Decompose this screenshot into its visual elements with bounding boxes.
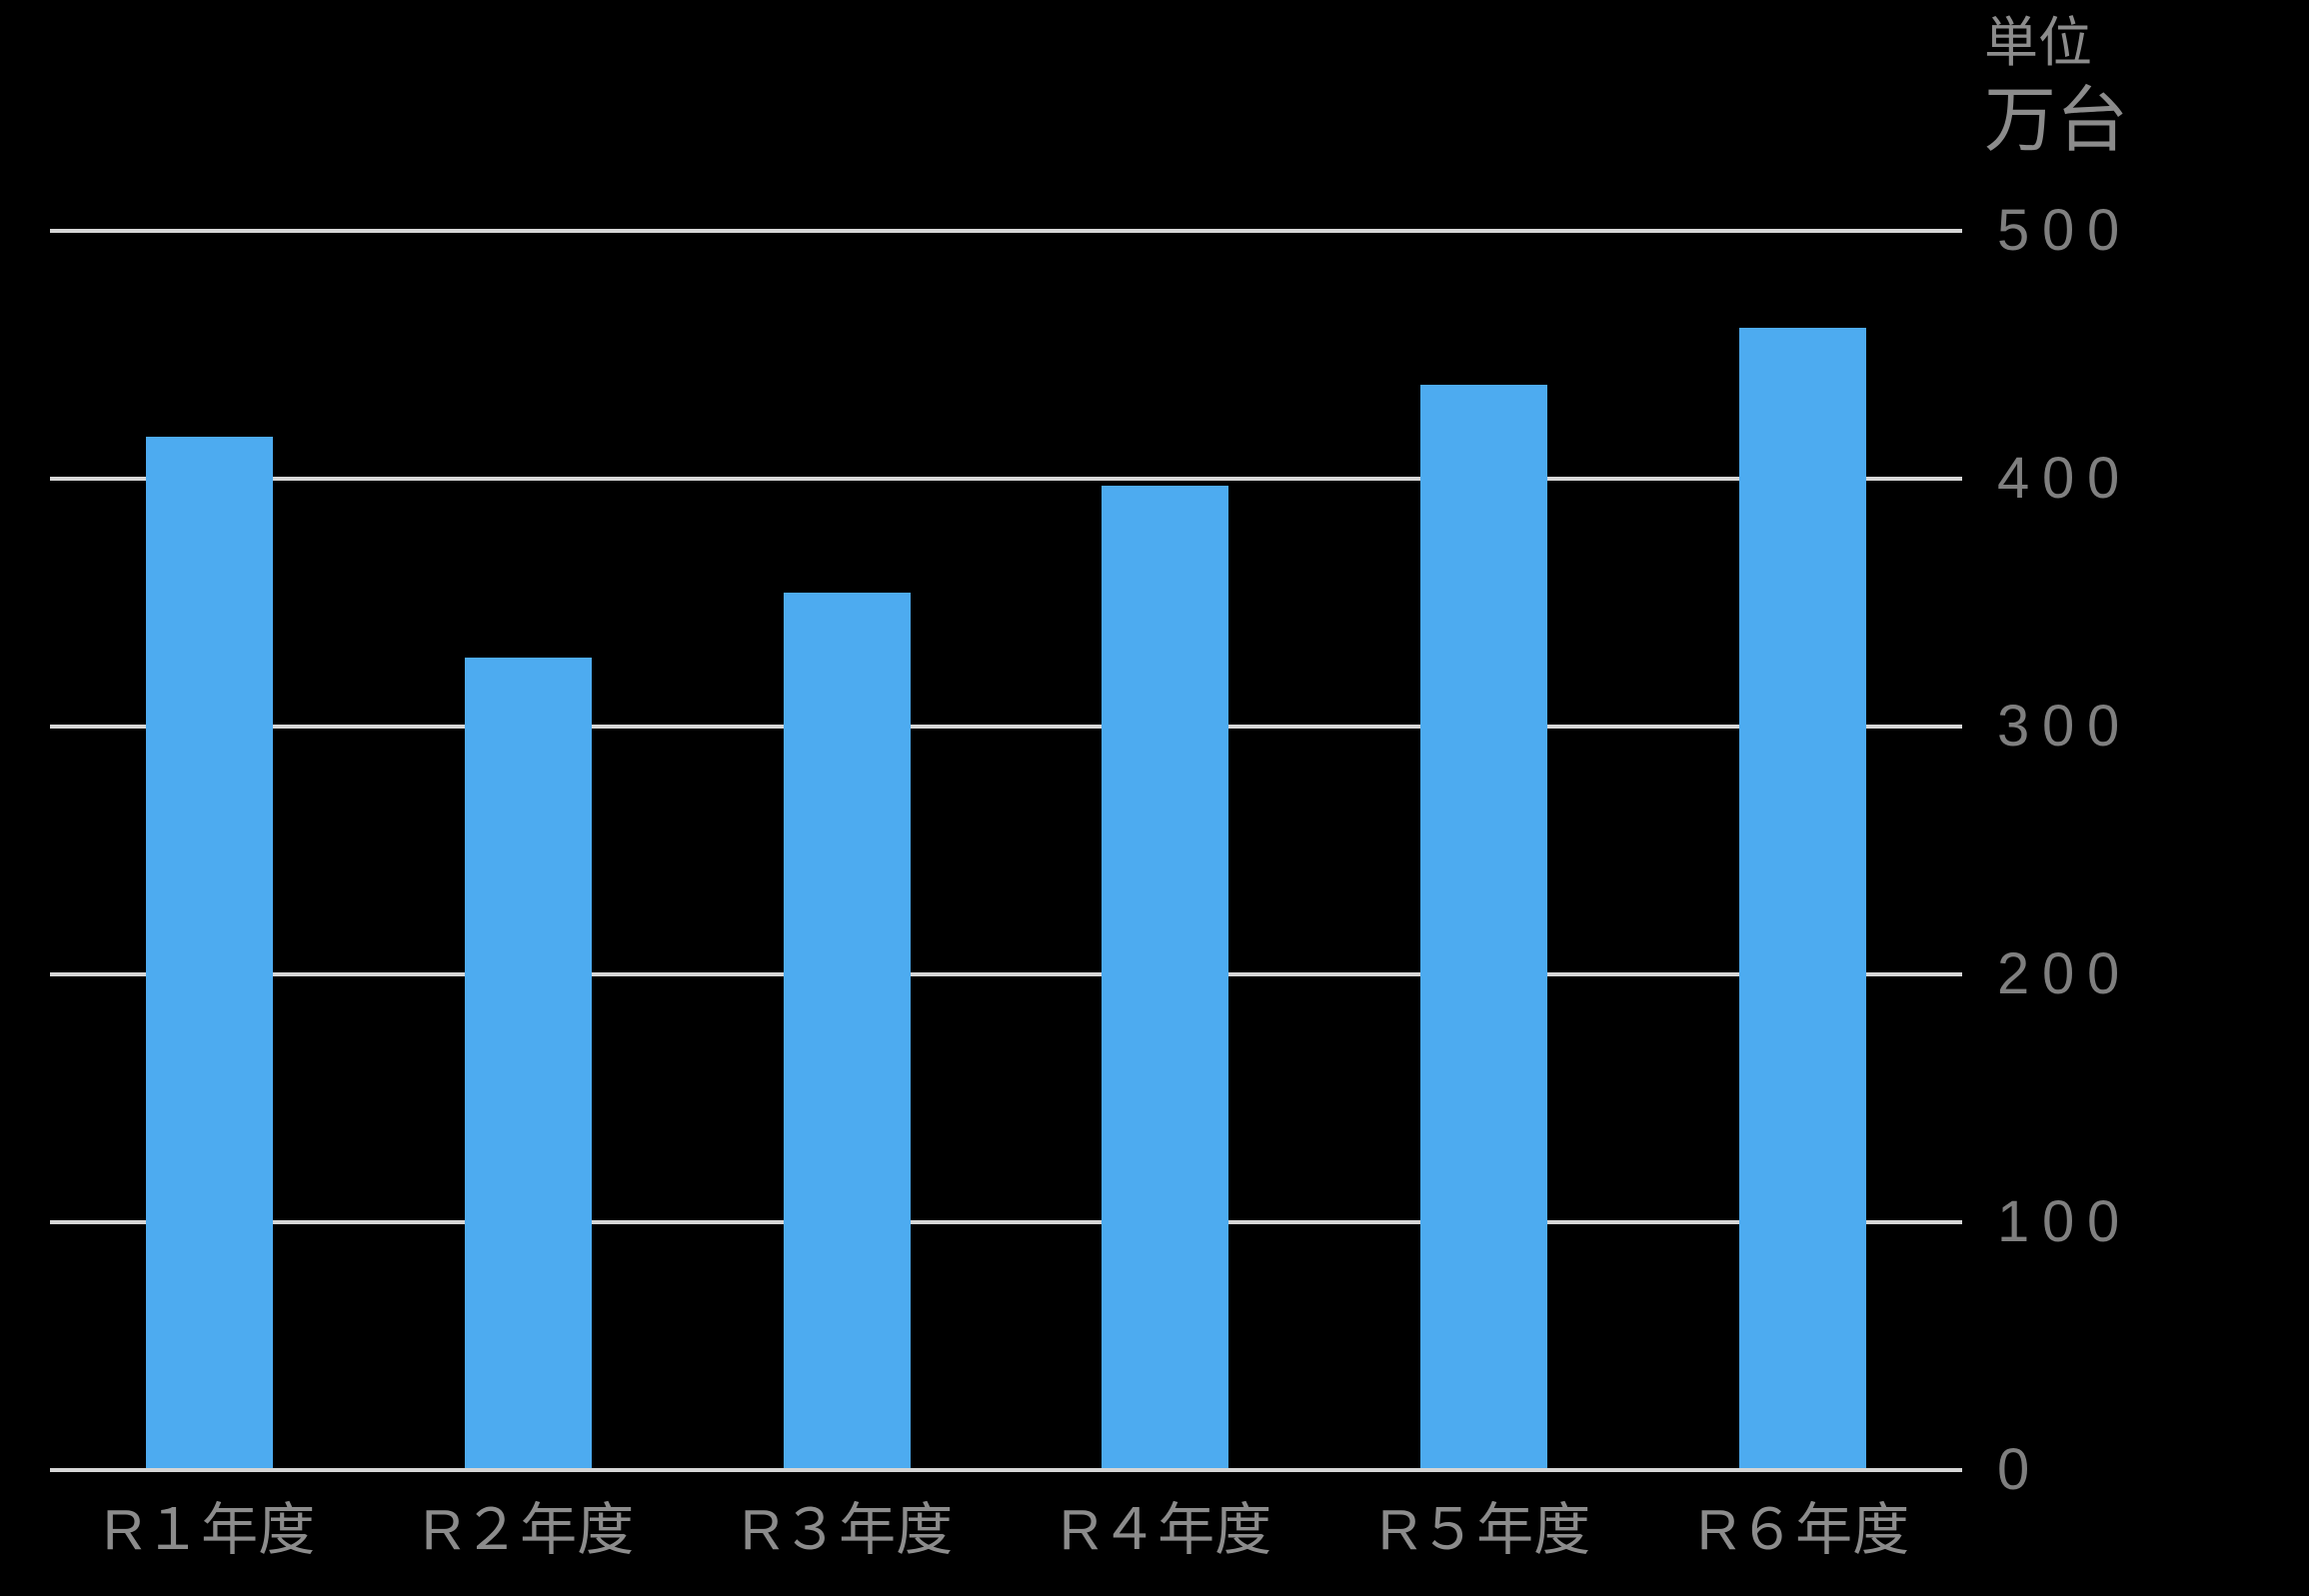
bar-R４年度 (1102, 486, 1228, 1470)
y-tick-label-400: 400 (1997, 446, 2133, 511)
gridline-200 (50, 972, 1962, 976)
gridline-300 (50, 725, 1962, 729)
bar-R５年度 (1420, 385, 1547, 1470)
x-category-label-3: R３年度 (740, 1498, 954, 1562)
gridline-400 (50, 477, 1962, 481)
y-tick-label-200: 200 (1997, 941, 2133, 1006)
bar-R６年度 (1739, 328, 1866, 1470)
x-category-label-4: R４年度 (1059, 1498, 1272, 1562)
unit-label-line1: 単位 (1984, 13, 2092, 73)
gridline-100 (50, 1220, 1962, 1224)
gridline-500 (50, 229, 1962, 233)
unit-label: 単位 万台 (1984, 10, 2128, 164)
y-tick-label-100: 100 (1997, 1189, 2133, 1254)
unit-label-line2: 万台 (1984, 80, 2129, 161)
y-tick-label-0: 0 (1997, 1437, 2043, 1502)
x-axis-baseline (50, 1468, 1962, 1472)
x-category-label-1: R１年度 (102, 1498, 316, 1562)
y-tick-label-300: 300 (1997, 694, 2133, 759)
bar-R３年度 (784, 593, 911, 1470)
bar-R１年度 (146, 437, 273, 1470)
x-category-label-5: R５年度 (1377, 1498, 1591, 1562)
x-category-label-2: R２年度 (421, 1498, 635, 1562)
bar-R２年度 (465, 658, 592, 1470)
x-category-label-6: R６年度 (1696, 1498, 1910, 1562)
y-tick-label-500: 500 (1997, 198, 2133, 263)
